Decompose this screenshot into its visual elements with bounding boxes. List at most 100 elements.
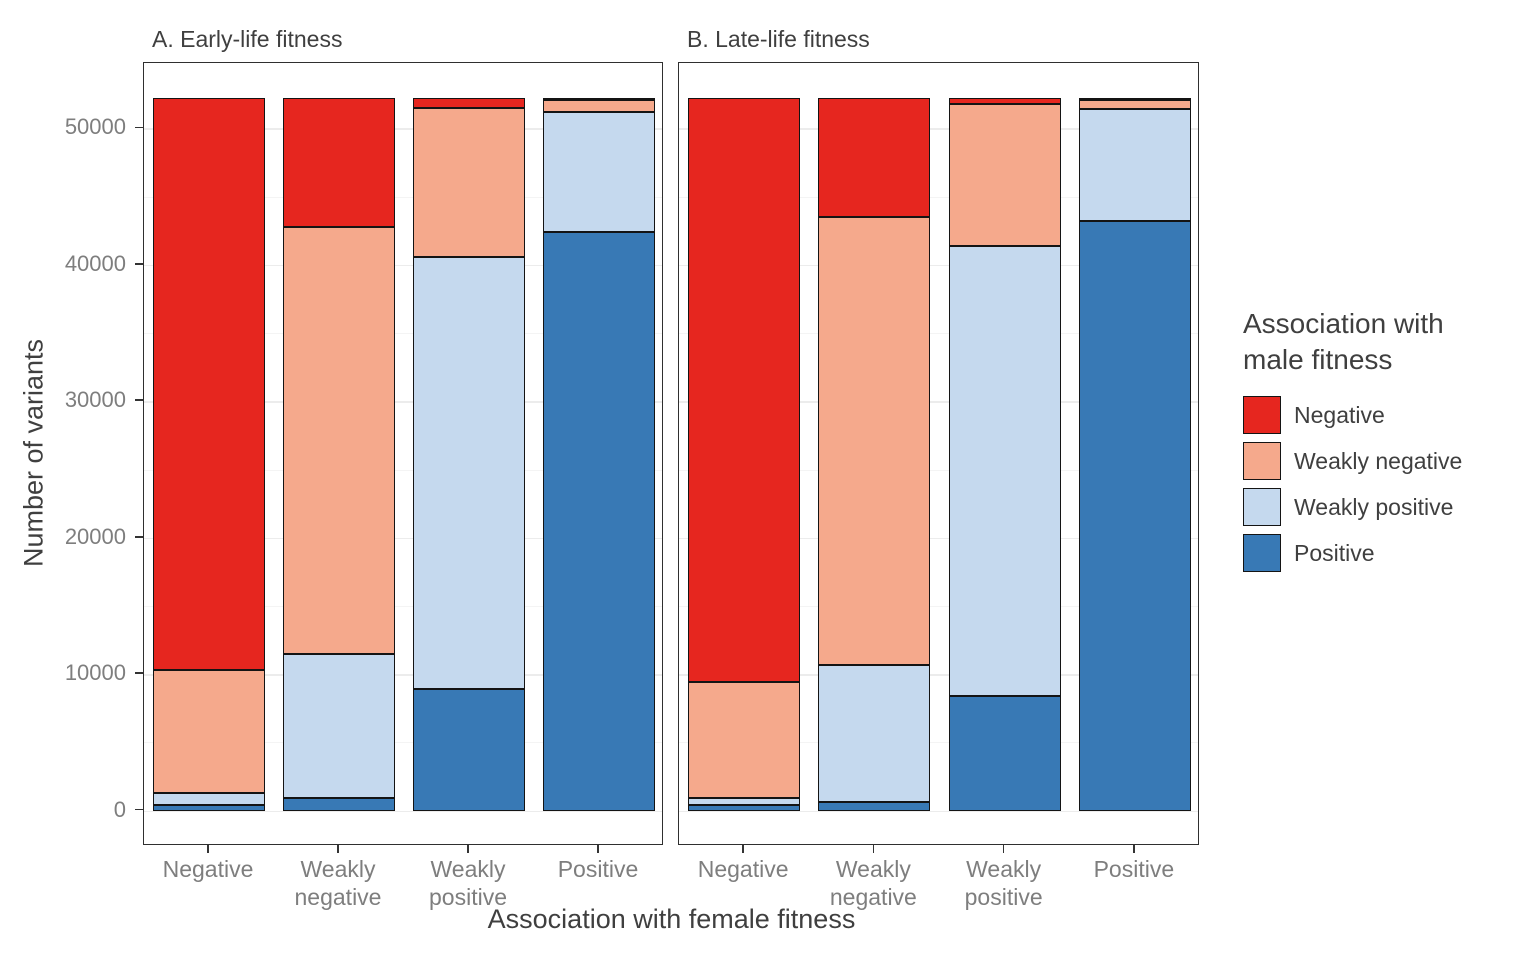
y-tick-label: 20000 <box>64 523 126 549</box>
bar-segment-weakly-positive <box>688 798 801 806</box>
bar-segment-negative <box>413 98 525 108</box>
bar-segment-weakly-negative <box>688 682 801 799</box>
bar-segment-negative <box>283 98 395 227</box>
gridline <box>679 401 1198 403</box>
bar-segment-negative <box>153 98 265 671</box>
bar-segment-weakly-positive <box>1078 109 1191 222</box>
bar-segment-negative <box>1078 98 1191 101</box>
legend-key-positive: Positive <box>1243 534 1536 572</box>
y-tick-mark <box>135 263 143 265</box>
x-category-label: Positive <box>557 856 639 882</box>
y-tick-label: 40000 <box>64 250 126 276</box>
bar-segment-positive <box>688 805 801 811</box>
y-tick-label: 30000 <box>64 387 126 413</box>
bar-segment-negative <box>543 98 655 101</box>
bar-segment-weakly-negative <box>543 99 655 113</box>
gridline <box>144 128 662 130</box>
bar-segment-weakly-positive <box>543 112 655 233</box>
y-tick-label: 10000 <box>64 660 126 686</box>
bar-segment-weakly-negative <box>413 108 525 257</box>
gridline <box>679 128 1198 130</box>
gridline <box>679 537 1198 540</box>
legend-label: Weakly positive <box>1294 493 1454 520</box>
legend-title: Association with male fitness <box>1243 308 1444 375</box>
y-tick-mark <box>135 399 143 402</box>
bar-segment-positive <box>153 805 265 811</box>
legend-key-weakly-negative: Weakly negative <box>1243 442 1536 480</box>
bar-segment-weakly-positive <box>153 792 265 806</box>
gridline <box>144 264 662 267</box>
y-tick-label: 0 <box>113 796 126 822</box>
x-tick-mark <box>1002 845 1005 853</box>
gridline <box>144 537 662 540</box>
x-tick-mark <box>467 845 469 853</box>
bar-segment-weakly-negative <box>153 670 265 793</box>
bar-segment-weakly-positive <box>283 653 395 799</box>
gridline <box>144 674 662 676</box>
gridline <box>679 196 1198 198</box>
bar-segment-weakly-positive <box>413 256 525 690</box>
gridline <box>144 469 662 471</box>
y-tick-mark <box>135 808 143 811</box>
x-category-label: Negative <box>162 856 254 882</box>
bar-segment-positive <box>818 802 931 811</box>
legend-swatch-positive <box>1243 534 1281 572</box>
legend-swatch-weakly-positive <box>1243 488 1281 526</box>
y-tick-label: 50000 <box>64 114 126 140</box>
bar-segment-weakly-negative <box>1078 99 1191 110</box>
bar-segment-weakly-negative <box>818 217 931 665</box>
x-category-label: Weakly positive <box>964 856 1043 910</box>
x-category-label: Negative <box>697 856 789 882</box>
gridline <box>679 810 1198 813</box>
gridline <box>144 401 662 403</box>
bar-segment-negative <box>818 98 931 218</box>
x-axis-title: Association with female fitness <box>487 904 856 934</box>
x-tick-mark <box>337 845 339 853</box>
legend-key-negative: Negative <box>1243 396 1536 434</box>
legend-label: Weakly negative <box>1294 447 1463 474</box>
gridline <box>144 333 662 335</box>
x-tick-mark <box>1133 845 1135 853</box>
legend-label: Negative <box>1294 401 1385 428</box>
bar-segment-weakly-negative <box>948 103 1061 246</box>
bar-segment-positive <box>948 695 1061 811</box>
gridline <box>679 469 1198 471</box>
legend-swatch-negative <box>1243 396 1281 434</box>
panel-a <box>143 62 663 845</box>
bar-segment-negative <box>948 98 1061 104</box>
bar-segment-positive <box>1078 221 1191 811</box>
gridline <box>679 742 1198 744</box>
bar-segment-positive <box>413 689 525 811</box>
bar-segment-weakly-positive <box>818 664 931 803</box>
y-tick-mark <box>135 126 143 129</box>
x-category-label: Weakly positive <box>429 856 507 910</box>
panel-a-title: A. Early-life fitness <box>152 26 343 52</box>
x-tick-mark <box>872 845 875 853</box>
gridline <box>144 196 662 198</box>
x-tick-mark <box>207 845 209 853</box>
legend: Association with male fitness Negative We… <box>1243 306 1536 580</box>
legend-keys: Negative Weakly negative Weakly positive Po… <box>1243 396 1536 572</box>
y-tick-mark <box>135 672 143 674</box>
gridline <box>679 605 1198 607</box>
x-category-label: Weakly negative <box>829 856 917 910</box>
bar-segment-positive <box>543 232 655 811</box>
panel-b-title: B. Late-life fitness <box>687 26 870 52</box>
y-tick-mark <box>135 535 143 538</box>
gridline <box>144 810 662 813</box>
legend-swatch-weakly-negative <box>1243 442 1281 480</box>
gridline <box>679 333 1198 335</box>
bar-segment-positive <box>283 798 395 811</box>
bar-segment-weakly-negative <box>283 226 395 654</box>
legend-key-weakly-positive: Weakly positive <box>1243 488 1536 526</box>
panel-b <box>678 62 1199 845</box>
gridline <box>679 674 1198 676</box>
x-category-label: Positive <box>1093 856 1175 882</box>
bar-segment-negative <box>688 98 801 683</box>
gridline <box>144 605 662 607</box>
x-tick-mark <box>597 845 599 853</box>
x-category-label: Weakly negative <box>294 856 382 910</box>
x-tick-mark <box>742 845 744 853</box>
